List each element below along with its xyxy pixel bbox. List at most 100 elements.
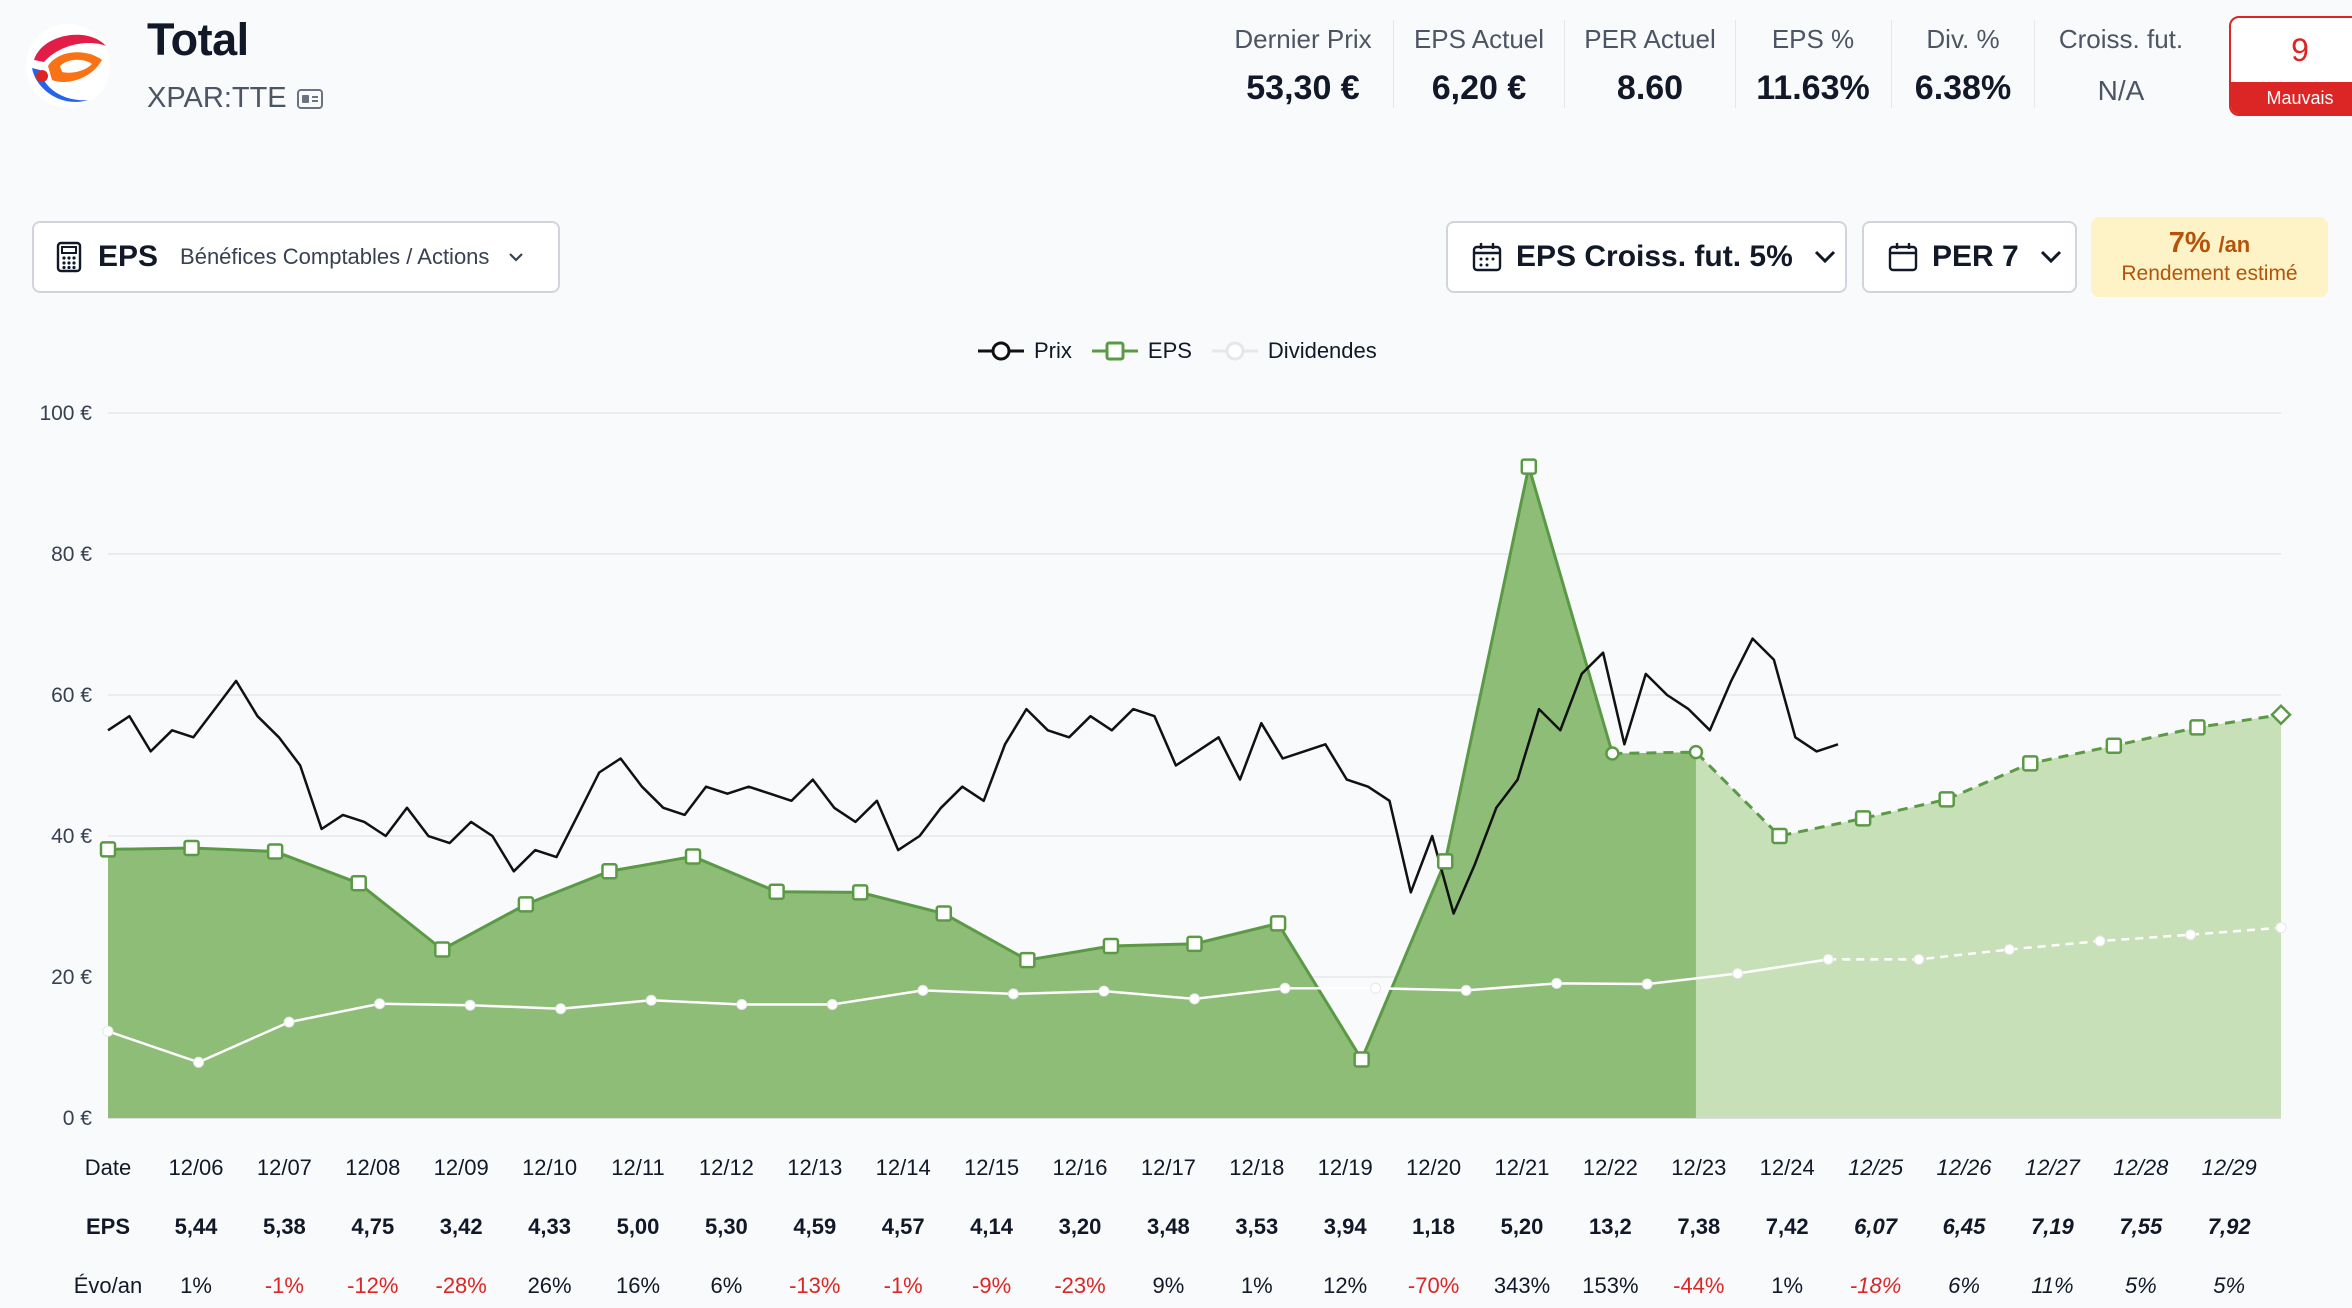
row-header: Évo/an (73, 1273, 143, 1298)
dividend-point (283, 1016, 295, 1028)
table-cell: 6,45 (1942, 1214, 1986, 1239)
dividend-point (826, 998, 838, 1010)
yield-unit: /an (2218, 232, 2251, 257)
legend-item-prix[interactable]: Prix (976, 338, 1072, 364)
eps-point (935, 905, 953, 922)
table-cell: 12/07 (256, 1155, 312, 1180)
eps-point (1938, 791, 1955, 808)
legend-item-dividendes[interactable]: Dividendes (1210, 338, 1377, 364)
table-cell: 7,55 (2119, 1214, 2163, 1239)
table-cell: 7,92 (2207, 1214, 2251, 1239)
table-cell: 12/19 (1317, 1155, 1373, 1180)
stat-value: 8.60 (1616, 69, 1684, 107)
stat-label: Div. % (1926, 24, 2000, 54)
dividend-point (464, 999, 476, 1011)
dividend-point (736, 998, 748, 1010)
metric-description: Bénéfices Comptables / Actions (180, 244, 490, 269)
table-cell: -1% (883, 1273, 923, 1298)
table-cell: 12/15 (964, 1155, 1020, 1180)
table-cell: 12/16 (1052, 1155, 1108, 1180)
per-dropdown[interactable]: PER 7 (1862, 221, 2077, 293)
eps-area-past (108, 466, 1696, 1119)
table-cell: 1% (1240, 1273, 1273, 1298)
score-label: Mauvais (2231, 82, 2352, 114)
dividend-point (374, 998, 386, 1010)
eps-point (1436, 853, 1454, 870)
dividend-point (1822, 953, 1834, 965)
dividend-point (102, 1025, 114, 1037)
calendar-icon (1472, 243, 1502, 272)
eps-point (2270, 703, 2292, 726)
dividend-point (2275, 922, 2287, 934)
eps-point (99, 841, 117, 858)
growth-label: EPS Croiss. fut. 5% (1516, 240, 1793, 273)
table-cell: 12/20 (1406, 1155, 1462, 1180)
dividend-point (917, 984, 929, 996)
dividend-line (107, 958, 1829, 1064)
table-cell: 6,07 (1854, 1214, 1897, 1239)
table-cell: 3,53 (1235, 1214, 1279, 1239)
table-row: Date 12/06 12/07 12/08 12/09 12/10 12/11 12/12 1… (0, 1148, 2352, 1188)
stat-value: 6.38% (1914, 69, 2012, 107)
legend-label: Dividendes (1267, 338, 1377, 363)
table-cell: 12/24 (1759, 1155, 1815, 1180)
table-cell: 12/18 (1229, 1155, 1285, 1180)
stat-1: Dernier Prix 53,30 € (1213, 24, 1393, 108)
table-cell: 3,94 (1323, 1214, 1367, 1239)
dividend-point (1460, 984, 1472, 996)
stat-value: 53,30 € (1246, 69, 1360, 107)
dividend-line-projected (1828, 926, 2282, 961)
dividend-point (1551, 977, 1563, 989)
company-name: Total (147, 14, 249, 65)
stat-value: N/A (2097, 75, 2145, 106)
table-cell: 12/10 (522, 1155, 578, 1180)
table-cell: 1,18 (1412, 1214, 1455, 1239)
table-cell: 12/25 (1848, 1155, 1904, 1180)
estimated-yield-badge: 7% /an Rendement estimé (2091, 217, 2328, 297)
table-cell: -23% (1054, 1273, 1106, 1298)
row-header: Date (84, 1155, 132, 1180)
stat-5: Div. % 6.38% (1873, 24, 2053, 108)
table-cell: -28% (435, 1273, 487, 1298)
metric-dropdown[interactable]: EPS Bénéfices Comptables / Actions (32, 221, 560, 293)
table-cell: 12% (1323, 1273, 1368, 1298)
eps-point (350, 874, 367, 892)
y-tick-label: 40 € (51, 825, 92, 848)
legend-item-eps[interactable]: EPS (1090, 338, 1192, 364)
stat-label: EPS Actuel (1413, 24, 1545, 54)
dividend-point (2184, 929, 2196, 941)
eps-point (2022, 755, 2039, 772)
table-cell: 5,38 (262, 1214, 306, 1239)
table-cell: 11% (2031, 1273, 2074, 1298)
eps-point (2189, 719, 2206, 736)
table-cell: 4,33 (528, 1214, 571, 1239)
id-card-icon[interactable] (296, 88, 323, 109)
table-cell: 12/27 (2024, 1155, 2080, 1180)
table-cell: 3,48 (1146, 1214, 1190, 1239)
eps-point (517, 896, 535, 913)
table-cell: 4,57 (881, 1214, 925, 1239)
stat-divider (1735, 20, 1736, 108)
table-cell: 12/14 (875, 1155, 931, 1180)
growth-dropdown[interactable]: EPS Croiss. fut. 5% (1446, 221, 1847, 293)
eps-point (1019, 951, 1036, 969)
eps-line-projected (1612, 713, 2282, 838)
score-value: 9 (2291, 32, 2309, 68)
calculator-icon (56, 241, 82, 273)
eps-point (1520, 458, 1538, 475)
table-cell: 7,38 (1677, 1214, 1721, 1239)
stat-6: Croiss. fut. N/A (2031, 24, 2211, 107)
table-cell: 1% (180, 1273, 212, 1298)
table-cell: -12% (347, 1273, 399, 1298)
dividend-point (1007, 988, 1019, 1000)
eps-price-chart: 0 € 20 € 40 € 60 € 80 € 100 € (39, 402, 2292, 1130)
y-tick-label: 0 € (63, 1107, 93, 1130)
table-cell: 7,42 (1765, 1214, 1809, 1239)
table-cell: 12/08 (345, 1155, 401, 1180)
table-cell: 12/09 (433, 1155, 489, 1180)
table-cell: -1% (264, 1273, 304, 1298)
chevron-down-icon (2040, 250, 2061, 264)
table-cell: 5% (2213, 1273, 2246, 1298)
table-cell: 12/13 (787, 1155, 843, 1180)
dividend-point (1279, 982, 1291, 994)
